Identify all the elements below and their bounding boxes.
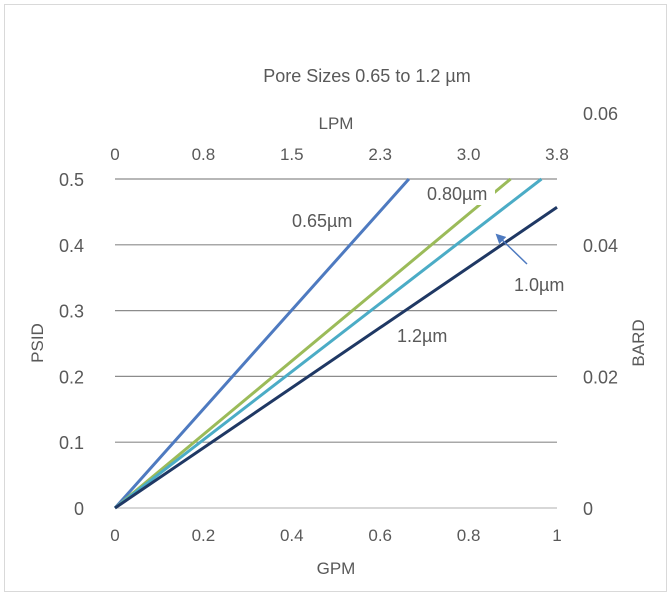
y2-tick-label: 0.02 <box>583 367 618 387</box>
y-tick-label: 0.1 <box>59 433 84 453</box>
x2-tick-label: 0.8 <box>192 145 216 164</box>
y-tick-label: 0.5 <box>59 170 84 190</box>
y-axis-title: PSID <box>28 323 47 363</box>
x-tick-label: 0.6 <box>368 526 392 545</box>
y-tick-label: 0.4 <box>59 236 84 256</box>
x2-tick-label: 3.0 <box>457 145 481 164</box>
x-tick-label: 0.2 <box>192 526 216 545</box>
y2-tick-label: 0.04 <box>583 236 618 256</box>
x-axis-title: GPM <box>317 559 356 578</box>
x2-tick-label: 3.8 <box>545 145 569 164</box>
chart-frame <box>4 4 667 592</box>
series-layer <box>113 177 558 510</box>
x2-axis-title: LPM <box>319 114 354 133</box>
annotations: 0.65µm 0.80µm 1.0µm 1.2µm <box>292 181 564 346</box>
annotation-label: 0.80µm <box>427 184 487 204</box>
annotation-label: 1.0µm <box>514 275 564 295</box>
y-tick-label: 0.2 <box>59 367 84 387</box>
series-line-12m <box>114 206 558 510</box>
x2-tick-label: 1.5 <box>280 145 304 164</box>
x2-tick-label: 2.3 <box>368 145 392 164</box>
y2-tick-label: 0.06 <box>583 104 618 124</box>
series-line-065m <box>113 178 411 509</box>
chart-title: Pore Sizes 0.65 to 1.2 µm <box>263 66 470 86</box>
y-tick-label: 0 <box>74 499 84 519</box>
x-tick-label: 0.4 <box>280 526 304 545</box>
x2-tick-label: 0 <box>110 145 119 164</box>
x-tick-label: 0.8 <box>457 526 481 545</box>
y-tick-label: 0.3 <box>59 302 84 322</box>
gridlines <box>115 178 557 509</box>
annotation-arrow <box>495 233 528 265</box>
annotation-label: 1.2µm <box>397 326 447 346</box>
y2-tick-label: 0 <box>583 499 593 519</box>
series-line-10m <box>114 177 543 510</box>
x-tick-label: 1 <box>552 526 561 545</box>
x-tick-label: 0 <box>110 526 119 545</box>
y2-axis-title: BARD <box>629 319 648 366</box>
tick-labels: 0 0.1 0.2 0.3 0.4 0.5 0 0.2 0.4 0.6 0.8 1 0 0.8 1.5 2.3… <box>59 104 618 545</box>
series-line-080m <box>114 177 512 510</box>
annotation-label: 0.65µm <box>292 211 352 231</box>
annotation-background <box>425 181 495 205</box>
